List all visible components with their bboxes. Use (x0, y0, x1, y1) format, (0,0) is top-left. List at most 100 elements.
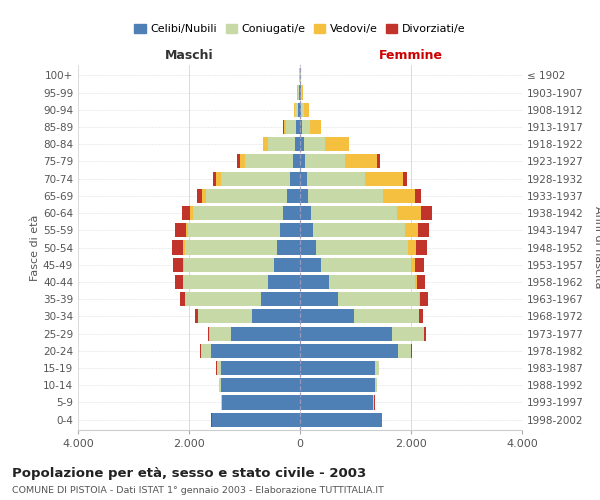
Bar (322, 258, 411, 272)
Bar (403, 172, 407, 185)
Bar (280, 223, 300, 238)
Bar (211, 344, 300, 358)
Text: COMUNE DI PISTOIA - Dati ISTAT 1° gennaio 2003 - Elaborazione TUTTITALIA.IT: COMUNE DI PISTOIA - Dati ISTAT 1° gennai… (12, 486, 384, 495)
Bar (185, 292, 261, 306)
Bar (221, 396, 223, 409)
Bar (175, 223, 186, 238)
Bar (329, 275, 415, 289)
Bar (373, 396, 374, 409)
Bar (197, 189, 202, 203)
Y-axis label: Fasce di età: Fasce di età (30, 214, 40, 280)
Bar (302, 86, 303, 100)
Bar (212, 412, 300, 426)
Bar (300, 240, 316, 254)
Bar (300, 310, 354, 324)
Bar (175, 275, 183, 289)
Bar (354, 310, 419, 324)
Bar (296, 120, 300, 134)
Bar (411, 258, 415, 272)
Bar (301, 102, 304, 117)
Bar (300, 275, 329, 289)
Bar (184, 275, 268, 289)
Bar (397, 206, 421, 220)
Bar (230, 326, 300, 340)
Bar (202, 189, 206, 203)
Bar (186, 223, 188, 238)
Bar (208, 326, 209, 340)
Bar (310, 120, 321, 134)
Bar (213, 172, 217, 185)
Bar (307, 172, 365, 185)
Bar (172, 240, 183, 254)
Bar (284, 120, 286, 134)
Bar (365, 172, 403, 185)
Bar (300, 154, 305, 168)
Bar (179, 292, 185, 306)
Bar (299, 86, 300, 100)
Bar (300, 344, 398, 358)
Bar (300, 189, 308, 203)
Bar (193, 206, 283, 220)
Bar (398, 344, 411, 358)
Text: Popolazione per età, sesso e stato civile - 2003: Popolazione per età, sesso e stato civil… (12, 468, 366, 480)
Bar (405, 223, 418, 238)
Bar (304, 137, 325, 152)
Bar (283, 206, 300, 220)
Bar (286, 120, 296, 134)
Bar (300, 137, 304, 152)
Bar (185, 240, 277, 254)
Bar (300, 86, 301, 100)
Bar (287, 189, 300, 203)
Bar (188, 223, 280, 238)
Bar (217, 172, 221, 185)
Bar (221, 172, 290, 185)
Bar (300, 206, 311, 220)
Bar (313, 223, 405, 238)
Bar (305, 154, 345, 168)
Bar (252, 310, 300, 324)
Bar (300, 223, 313, 238)
Bar (300, 326, 392, 340)
Bar (295, 137, 300, 152)
Bar (419, 310, 424, 324)
Bar (240, 154, 245, 168)
Bar (184, 258, 274, 272)
Bar (316, 240, 408, 254)
Bar (417, 275, 425, 289)
Bar (300, 102, 301, 117)
Bar (294, 102, 295, 117)
Bar (201, 344, 211, 358)
Bar (338, 292, 419, 306)
Bar (261, 292, 300, 306)
Bar (300, 361, 375, 375)
Bar (290, 172, 300, 185)
Bar (183, 240, 185, 254)
Bar (221, 378, 300, 392)
Bar (268, 137, 295, 152)
Bar (415, 189, 421, 203)
Bar (263, 137, 268, 152)
Bar (199, 310, 252, 324)
Bar (301, 86, 302, 100)
Bar (245, 154, 293, 168)
Bar (209, 326, 230, 340)
Bar (375, 361, 379, 375)
Bar (300, 378, 375, 392)
Bar (377, 154, 380, 168)
Bar (300, 412, 382, 426)
Bar (308, 189, 383, 203)
Bar (182, 206, 190, 220)
Bar (237, 154, 240, 168)
Bar (415, 275, 417, 289)
Text: Femmine: Femmine (379, 50, 443, 62)
Bar (221, 361, 300, 375)
Bar (415, 258, 424, 272)
Bar (424, 326, 426, 340)
Bar (298, 86, 299, 100)
Bar (420, 292, 428, 306)
Bar (421, 206, 432, 220)
Text: Maschi: Maschi (164, 50, 214, 62)
Legend: Celibi/Nubili, Coniugati/e, Vedovi/e, Divorziati/e: Celibi/Nubili, Coniugati/e, Vedovi/e, Di… (130, 20, 470, 39)
Bar (223, 396, 300, 409)
Bar (219, 378, 221, 392)
